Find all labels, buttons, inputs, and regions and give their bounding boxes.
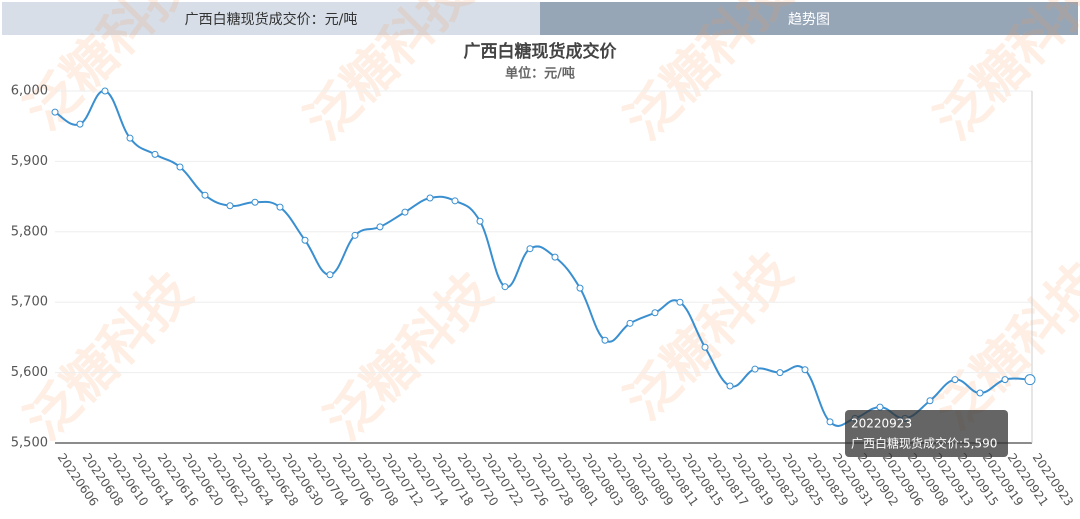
point [476,217,484,225]
point [876,403,884,411]
point [401,208,409,216]
point [326,271,334,279]
point [126,134,134,142]
watermark: 泛糖科技 [294,0,484,152]
point [651,309,659,317]
point [526,245,534,253]
y-tick-label: 6,000 [11,84,48,99]
point [351,231,359,239]
point [451,197,459,205]
tooltip-text: 广西白糖现货成交价:5,590 [851,436,997,451]
point [1024,374,1036,386]
tab-bar: 广西白糖现货成交价：元/吨 趋势图 [2,2,1078,35]
watermark: 泛糖科技 [614,0,804,152]
point [301,236,309,244]
point [226,202,234,210]
point [951,376,959,384]
watermark: 泛糖科技 [14,262,204,452]
y-tick-label: 5,800 [11,224,48,239]
line [54,89,1031,427]
point [776,369,784,377]
point [201,191,209,199]
watermark: 泛糖科技 [614,242,804,432]
y-tick-label: 5,900 [11,154,48,169]
tab[interactable]: 广西白糖现货成交价：元/吨 [2,2,540,35]
point [726,382,734,390]
chart-title: 广西白糖现货成交价 [464,41,618,62]
tooltip-box [845,410,1008,457]
point [501,283,509,291]
point [601,336,609,344]
watermark: 泛糖科技 [924,0,1080,152]
point [251,198,259,206]
point [426,194,434,202]
point [376,223,384,231]
point [801,366,809,374]
point [101,87,109,95]
point [926,397,934,405]
point [626,319,634,327]
tooltip-title: 20220923 [851,417,912,431]
point [151,150,159,158]
point [701,343,709,351]
point [276,203,284,211]
y-tick-label: 5,500 [11,436,48,451]
point [826,418,834,426]
point [576,284,584,292]
point [551,253,559,261]
point [976,389,984,397]
point [176,163,184,171]
watermark: 泛糖科技 [14,0,204,142]
point [676,298,684,306]
y-tick-label: 5,600 [11,365,48,380]
tab[interactable]: 趋势图 [540,2,1078,35]
point [751,365,759,373]
chart-subtitle: 单位：元/吨 [505,66,575,82]
point [51,108,59,116]
watermark: 泛糖科技 [314,262,504,452]
y-tick-label: 5,700 [11,295,48,310]
point [1001,376,1009,384]
point [76,120,84,128]
